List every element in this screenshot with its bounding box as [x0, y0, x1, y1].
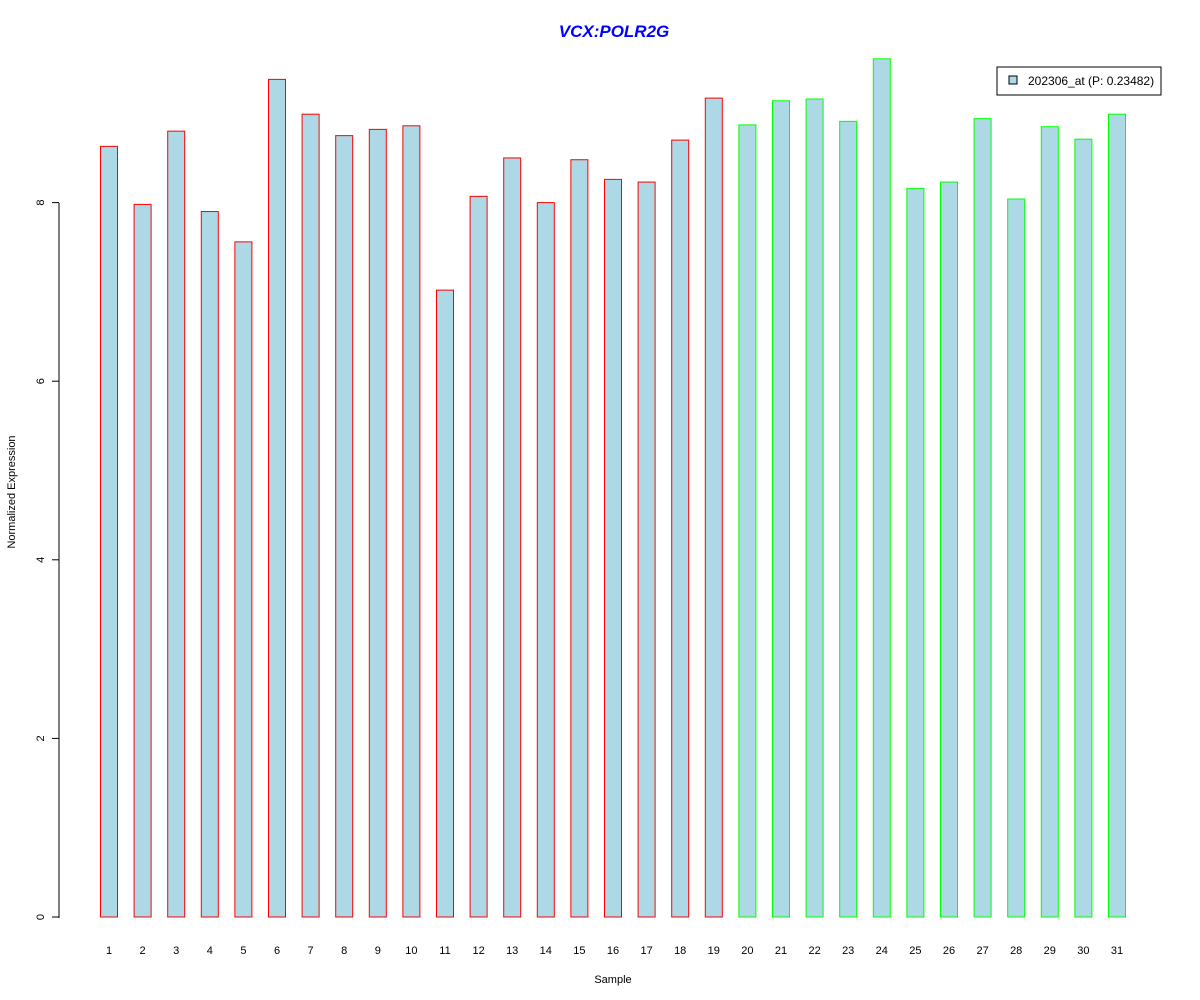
bar-sample-23 [839, 120, 858, 918]
bar-sample-2 [133, 203, 152, 918]
bar-sample-30 [1074, 138, 1093, 918]
x-tick-label: 5 [240, 945, 246, 957]
legend: 202306_at (P: 0.23482) [996, 66, 1162, 96]
bar-sample-11 [436, 289, 454, 918]
x-tick-label: 23 [842, 945, 854, 957]
bar-sample-6 [268, 78, 286, 918]
bar-sample-3 [167, 130, 186, 918]
x-tick-label: 10 [405, 945, 417, 957]
bar-sample-8 [335, 135, 354, 918]
chart-title: VCX:POLR2G [559, 22, 670, 41]
x-tick-label: 20 [741, 945, 753, 957]
x-tick-label: 3 [173, 945, 179, 957]
x-tick-label: 26 [943, 945, 955, 957]
x-tick-label: 30 [1077, 945, 1089, 957]
x-tick-label: 18 [674, 945, 686, 957]
x-tick-label: 21 [775, 945, 787, 957]
x-tick-label: 8 [341, 945, 347, 957]
bar-sample-1 [100, 145, 118, 918]
bar-sample-26 [940, 181, 958, 918]
x-axis-label: Sample [594, 974, 631, 986]
bar-series [100, 58, 1126, 918]
bar-sample-28 [1007, 198, 1026, 918]
x-tick-label: 2 [140, 945, 146, 957]
bar-sample-15 [570, 159, 589, 918]
bar-sample-21 [772, 100, 790, 918]
x-tick-label: 1 [106, 945, 112, 957]
y-tick-label: 8 [35, 200, 47, 206]
x-tick-label: 15 [573, 945, 585, 957]
bar-sample-12 [469, 195, 488, 918]
x-tick-label: 11 [439, 945, 450, 957]
x-tick-label: 29 [1044, 945, 1056, 957]
x-tick-label: 27 [976, 945, 988, 957]
x-tick-label: 24 [876, 945, 888, 957]
bar-sample-16 [604, 178, 622, 918]
y-tick-label: 0 [35, 914, 47, 920]
bar-sample-29 [1040, 126, 1059, 918]
bar-sample-9 [368, 128, 387, 918]
bar-sample-22 [805, 98, 824, 918]
x-tick-label: 31 [1111, 945, 1123, 957]
y-tick-label: 6 [35, 378, 47, 384]
bar-sample-13 [503, 157, 522, 918]
x-tick-label: 16 [607, 945, 619, 957]
x-tick-label: 13 [506, 945, 518, 957]
bar-sample-17 [637, 181, 656, 918]
y-axis-ticks: 0 2 4 6 8 [35, 200, 59, 920]
bar-sample-5 [234, 241, 253, 918]
bar-sample-31 [1108, 113, 1126, 918]
bar-sample-18 [671, 139, 690, 918]
y-tick-label: 2 [35, 735, 47, 741]
x-tick-label: 14 [540, 945, 552, 957]
bar-sample-24 [872, 58, 891, 918]
bar-sample-4 [200, 211, 219, 918]
x-tick-label: 6 [274, 945, 280, 957]
x-tick-label: 28 [1010, 945, 1022, 957]
x-axis-tick-labels: 1 2 3 4 5 6 7 8 9 10 11 12 13 14 15 16 17 18 19 20 21 22 23 24 2… [106, 945, 1123, 957]
bar-sample-25 [906, 187, 925, 918]
legend-label: 202306_at (P: 0.23482) [1028, 74, 1154, 88]
legend-swatch [1008, 75, 1018, 85]
x-tick-label: 12 [472, 945, 484, 957]
x-tick-label: 22 [808, 945, 820, 957]
bar-sample-19 [704, 97, 723, 918]
bar-sample-14 [536, 202, 555, 918]
x-tick-label: 7 [308, 945, 314, 957]
x-tick-label: 17 [640, 945, 652, 957]
bar-sample-7 [301, 113, 320, 918]
bar-sample-20 [738, 124, 757, 918]
x-tick-label: 25 [909, 945, 921, 957]
y-tick-label: 4 [35, 557, 47, 563]
bar-sample-27 [973, 118, 992, 918]
legend-box [996, 66, 1162, 96]
x-tick-label: 9 [375, 945, 381, 957]
y-axis-label: Normalized Expression [6, 435, 18, 548]
x-tick-label: 4 [207, 945, 213, 957]
x-tick-label: 19 [708, 945, 720, 957]
bar-sample-10 [402, 125, 421, 918]
